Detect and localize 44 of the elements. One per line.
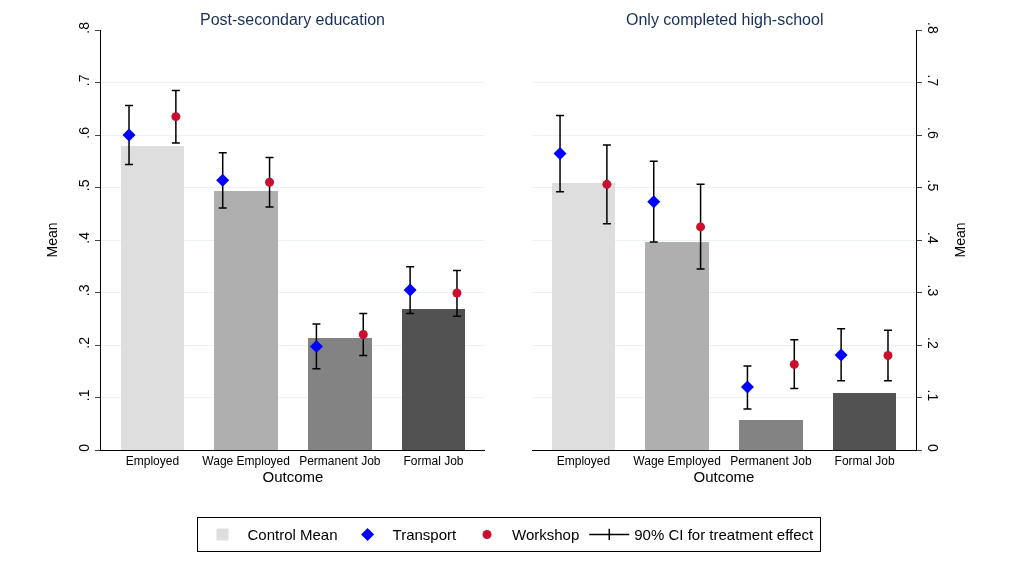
text: 90% CI for treatment effect <box>634 526 815 544</box>
x-axis-title: Outcome <box>693 468 755 486</box>
y-tick-label: 0 <box>76 443 93 452</box>
y-tick-label: .3 <box>76 284 93 297</box>
x-tick-label: Permanent Job <box>299 454 381 469</box>
x-tick-label: Permanent Job <box>730 454 812 469</box>
y-tick-label: .7 <box>924 74 941 87</box>
bar <box>401 309 465 450</box>
y-tick-label: .5 <box>76 179 93 192</box>
y-tick-label: .1 <box>924 389 941 402</box>
x-tick-label: Employed <box>556 454 611 469</box>
y-axis-title: Mean <box>43 222 60 258</box>
y-tick-label: .5 <box>924 179 941 192</box>
bar <box>738 420 803 450</box>
legend-label: Control Mean <box>247 526 338 544</box>
bar <box>213 191 278 450</box>
bar <box>644 242 709 450</box>
legend-label: Workshop <box>512 526 580 544</box>
x-tick-label: Formal Job <box>834 454 895 469</box>
chart-title: Post-secondary education <box>200 11 385 28</box>
x-tick-label: Wage Employed <box>633 454 721 469</box>
y-tick-label: .1 <box>76 389 93 402</box>
bar <box>120 146 184 450</box>
x-tick-label: Wage Employed <box>202 454 290 469</box>
y-tick-label: .6 <box>924 127 941 139</box>
x-axis-title: Outcome <box>262 468 324 486</box>
y-tick-label: .7 <box>76 74 93 87</box>
bar <box>832 393 896 450</box>
chart-title: Only completed high-school <box>626 11 824 28</box>
y-axis-title: Mean <box>952 222 968 258</box>
y-tick-label: .2 <box>924 337 941 349</box>
x-tick-label: Employed <box>125 454 180 469</box>
y-tick-label: 0 <box>924 444 941 452</box>
legend-label: Transport <box>392 526 458 544</box>
bar <box>307 338 372 450</box>
y-tick-label: .2 <box>76 336 93 349</box>
y-tick-label: .4 <box>76 231 93 244</box>
x-tick-label: Formal Job <box>403 454 464 469</box>
y-tick-label: .8 <box>76 21 93 34</box>
y-tick-label: .4 <box>924 232 941 244</box>
y-tick-label: .8 <box>924 22 941 34</box>
bar <box>551 183 615 450</box>
y-tick-label: .3 <box>924 284 941 297</box>
y-tick-label: .6 <box>76 126 93 139</box>
